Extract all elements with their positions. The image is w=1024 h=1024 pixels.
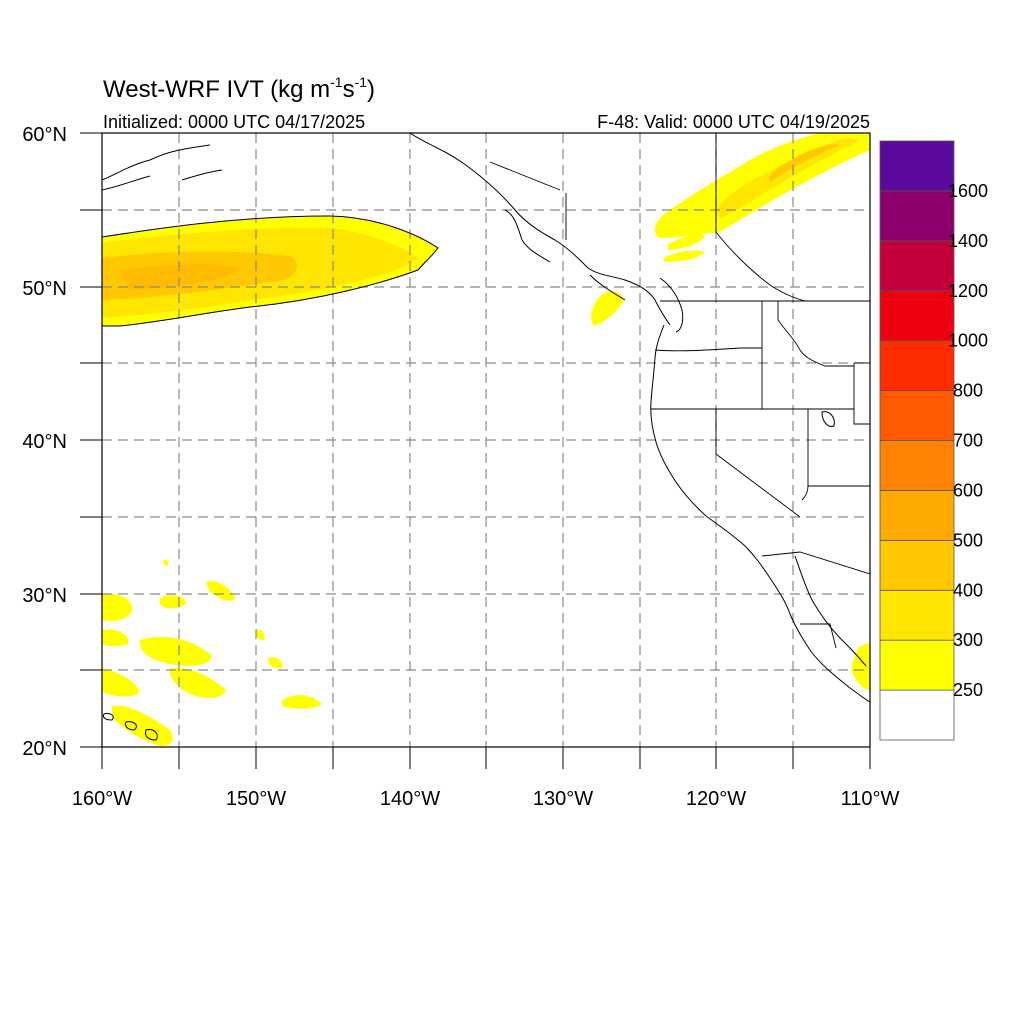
ivt-hawaii-10 — [255, 629, 265, 640]
colorbar-swatch — [879, 390, 955, 441]
y-tick-label: 40°N — [22, 431, 67, 453]
ivt-streak-1 — [668, 234, 705, 250]
colorbar-swatch — [879, 190, 955, 242]
colorbar-swatch — [879, 689, 955, 741]
colorbar-label: 1200 — [948, 281, 988, 301]
colorbar-swatch — [879, 539, 955, 591]
colorbar-swatch — [879, 240, 955, 292]
x-tick-label: 140°W — [380, 788, 440, 810]
valid-time-label: F-48: Valid: 0000 UTC 04/19/2025 — [597, 112, 870, 132]
colorbar-label: 1600 — [948, 181, 988, 201]
colorbar-label: 700 — [953, 431, 983, 451]
x-tick-label: 160°W — [72, 788, 132, 810]
y-tick-label: 30°N — [22, 585, 67, 607]
ivt-shading — [102, 133, 870, 746]
colorbar: 250 300 400 500 600 700 800 1000 1200 1400 1600 — [879, 140, 988, 741]
ivt-hawaii-6 — [169, 667, 226, 699]
ivt-hawaii-12 — [163, 559, 169, 566]
y-tick-label: 50°N — [22, 278, 67, 300]
state-borders — [489, 133, 870, 649]
colorbar-label: 300 — [953, 630, 983, 650]
ivt-contours — [102, 215, 439, 327]
axis-ticks — [80, 132, 871, 769]
ivt-vancouver-patch — [591, 291, 624, 326]
ivt-hawaii-4 — [112, 705, 173, 746]
colorbar-label: 1400 — [948, 231, 988, 251]
colorbar-label: 1000 — [948, 331, 988, 351]
colorbar-label: 600 — [953, 480, 983, 500]
ivt-hawaii-5 — [139, 636, 212, 666]
ivt-hawaii-1 — [102, 593, 133, 622]
x-axis-labels: 160°W 150°W 140°W 130°W 120°W 110°W — [72, 788, 900, 810]
x-tick-label: 130°W — [533, 788, 593, 810]
x-tick-label: 150°W — [226, 788, 286, 810]
coastlines — [102, 133, 870, 741]
ivt-hawaii-8 — [206, 580, 236, 601]
ivt-hawaii-3 — [102, 668, 140, 697]
ivt-streak-2 — [664, 250, 705, 262]
y-axis-labels: 20°N 30°N 40°N 50°N 60°N — [22, 124, 67, 760]
ivt-band-north-300 — [717, 138, 860, 218]
y-tick-label: 60°N — [22, 124, 67, 146]
colorbar-label: 400 — [953, 580, 983, 600]
x-tick-label: 120°W — [686, 788, 746, 810]
x-tick-label: 110°W — [841, 788, 900, 810]
colorbar-swatch — [879, 639, 955, 691]
ivt-baja-edge — [851, 643, 870, 690]
ivt-plume-400 — [102, 251, 297, 300]
ivt-hawaii-9 — [282, 695, 322, 709]
colorbar-label: 250 — [953, 680, 983, 700]
colorbar-swatch — [879, 140, 955, 192]
colorbar-swatch — [879, 490, 955, 541]
init-time-label: Initialized: 0000 UTC 04/17/2025 — [103, 112, 365, 132]
colorbar-swatch — [879, 440, 955, 491]
ivt-hawaii-7 — [160, 595, 186, 609]
y-tick-label: 20°N — [22, 738, 67, 760]
colorbar-swatch — [879, 290, 955, 342]
ivt-plume-500 — [120, 264, 240, 290]
ivt-hawaii-11 — [268, 657, 283, 669]
colorbar-swatch — [879, 340, 955, 391]
ivt-hawaii-2 — [102, 629, 129, 647]
colorbar-swatch — [879, 589, 955, 641]
colorbar-label: 500 — [953, 530, 983, 550]
colorbar-label: 800 — [953, 381, 983, 401]
map-gridlines — [102, 133, 870, 747]
map-title: West-WRF IVT (kg m-1s-1) — [103, 74, 375, 103]
